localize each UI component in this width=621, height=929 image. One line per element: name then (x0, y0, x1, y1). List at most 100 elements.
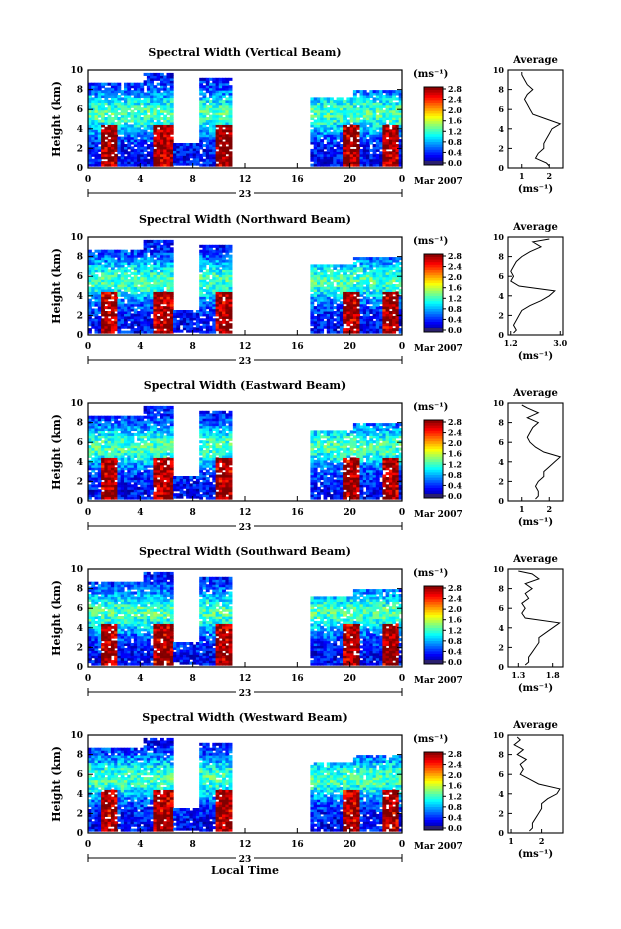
heatmap-cell (153, 151, 158, 155)
heatmap-cell (349, 293, 354, 297)
heatmap-cell (398, 288, 403, 292)
heatmap-cell (114, 153, 119, 157)
heatmap-cell (143, 239, 148, 243)
heatmap-cell (398, 151, 403, 155)
heatmap-cell (225, 161, 230, 165)
heatmap-cell (215, 325, 220, 329)
heatmap-cell (114, 306, 119, 310)
heatmap-cell (372, 308, 377, 312)
heatmap-cell (375, 298, 380, 302)
heatmap-cell (97, 428, 102, 432)
heatmap-cell (94, 418, 99, 422)
heatmap-cell (326, 308, 331, 312)
heatmap-cell (91, 90, 96, 94)
heatmap-cell (127, 124, 132, 128)
heatmap-cell (228, 325, 233, 329)
heatmap-cell (310, 318, 315, 322)
heatmap-cell (339, 119, 344, 123)
heatmap-cell (127, 296, 132, 300)
heatmap-cell (88, 328, 92, 332)
heatmap-cell (137, 313, 141, 317)
heatmap-cell (372, 92, 377, 96)
heatmap-cell (120, 124, 125, 128)
heatmap-cell (212, 306, 217, 310)
date-month: Mar 2007 (414, 177, 463, 187)
heatmap-cell (153, 144, 158, 148)
heatmap-cell (228, 134, 233, 138)
heatmap-cell (395, 286, 400, 290)
heatmap-cell (202, 320, 207, 324)
heatmap-cell (205, 87, 210, 91)
heatmap-cell (117, 141, 122, 145)
heatmap-cell (94, 104, 99, 108)
heatmap-cell (215, 301, 220, 305)
heatmap-cell (124, 104, 128, 108)
heatmap-cell (362, 259, 367, 263)
heatmap-cell (228, 271, 233, 275)
heatmap-cell (143, 296, 148, 300)
heatmap-cell (114, 259, 119, 263)
heatmap-cell (160, 266, 164, 270)
heatmap-cell (199, 284, 204, 288)
heatmap-cell (94, 144, 99, 148)
heatmap-cell (104, 318, 109, 322)
heatmap-cell (215, 104, 220, 108)
heatmap-cell (330, 298, 334, 302)
heatmap-cell (97, 279, 102, 283)
heatmap-cell (356, 144, 361, 148)
heatmap-cell (385, 161, 390, 165)
colorbar-swatch (424, 274, 443, 278)
heatmap-cell (336, 109, 341, 113)
heatmap-cell (91, 109, 96, 113)
heatmap-cell (215, 112, 220, 116)
heatmap-cell (94, 266, 99, 270)
heatmap-cell (104, 151, 109, 155)
heatmap-cell (150, 163, 154, 167)
heatmap-cell (94, 313, 99, 317)
heatmap-cell (124, 262, 128, 266)
heatmap-cell (346, 291, 351, 295)
heatmap-cell (133, 87, 138, 91)
heatmap-cell (107, 87, 112, 91)
heatmap-cell (310, 264, 315, 268)
heatmap-cell (130, 102, 135, 106)
heatmap-cell (323, 97, 328, 101)
heatmap-cell (140, 119, 145, 123)
heatmap-cell (218, 325, 223, 329)
heatmap-cell (104, 435, 109, 439)
heatmap-cell (398, 112, 403, 116)
heatmap-cell (88, 264, 92, 268)
heatmap-cell (160, 99, 164, 103)
heatmap-cell (369, 306, 374, 310)
heatmap-cell (150, 112, 154, 116)
heatmap-cell (359, 325, 364, 329)
heatmap-cell (97, 459, 102, 463)
heatmap-cell (375, 92, 380, 96)
heatmap-cell (88, 428, 92, 432)
heatmap-cell (330, 156, 334, 160)
heatmap-cell (169, 298, 174, 302)
heatmap-cell (359, 276, 364, 280)
heatmap-cell (97, 330, 102, 334)
heatmap-cell (110, 491, 115, 495)
heatmap-cell (169, 266, 174, 270)
heatmap-cell (182, 150, 187, 154)
heatmap-cell (160, 239, 164, 243)
heatmap-cell (169, 296, 174, 300)
heatmap-cell (156, 298, 161, 302)
heatmap-cell (323, 320, 328, 324)
heatmap-cell (323, 293, 328, 297)
heatmap-cell (205, 301, 210, 305)
heatmap-cell (107, 126, 112, 130)
heatmap-cell (160, 296, 164, 300)
heatmap-cell (228, 121, 233, 125)
heatmap-cell (163, 134, 168, 138)
heatmap-cell (212, 303, 217, 307)
heatmap-cell (169, 95, 174, 99)
heatmap-cell (143, 288, 148, 292)
heatmap-cell (372, 121, 377, 125)
heatmap-cell (156, 303, 161, 307)
heatmap-cell (114, 477, 119, 481)
heatmap-cell (398, 92, 403, 96)
heatmap-cell (110, 87, 115, 91)
